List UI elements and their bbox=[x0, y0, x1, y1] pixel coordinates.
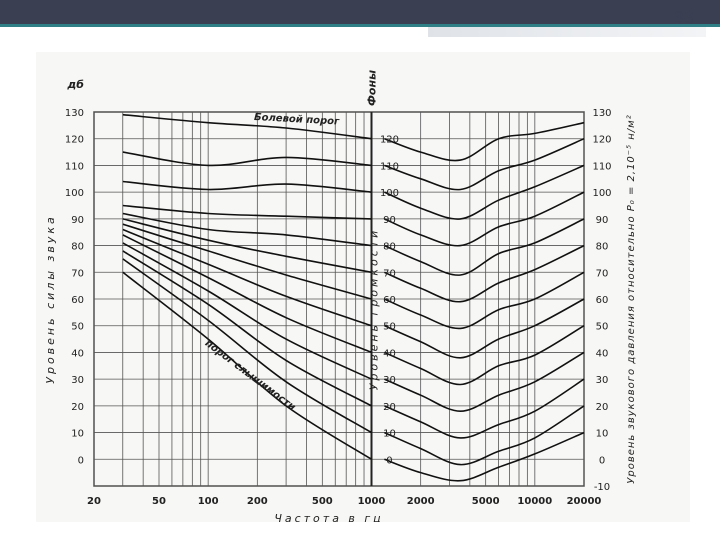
curves bbox=[122, 113, 585, 482]
y-left-tick-label: 0 bbox=[78, 455, 84, 466]
y-right-tick-label: 130 bbox=[592, 108, 611, 119]
y-right-tick-label: 40 bbox=[596, 348, 609, 359]
annotation-hearing-threshold: порог слышимости bbox=[203, 338, 298, 413]
x-tick-label: 20000 bbox=[567, 496, 602, 507]
y-right-tick-label: 20 bbox=[596, 402, 609, 413]
series-line-right-0 bbox=[384, 431, 585, 482]
y-right-tick-label: 110 bbox=[592, 161, 611, 172]
y-right-tick-label: 120 bbox=[592, 135, 611, 146]
series-line-left-4 bbox=[122, 212, 372, 247]
y-middle-tick-label: 50 bbox=[383, 322, 396, 333]
chart-scan-area: 20 50 100 200 500 1000 2000 5000 10000 20000 0 10 20… bbox=[36, 52, 690, 525]
y-middle-tick-label: 80 bbox=[383, 242, 396, 253]
y-right-tick-label: 0 bbox=[599, 455, 605, 466]
series-line-left-10 bbox=[122, 250, 372, 407]
y-middle-tick-label: 0 bbox=[386, 455, 392, 466]
y-right-axis-label: Уровень звукового давления относительно … bbox=[626, 114, 637, 483]
y-middle-tick-label: 60 bbox=[383, 295, 396, 306]
y-left-tick-label: 90 bbox=[71, 215, 84, 226]
x-tick-label: 50 bbox=[152, 496, 166, 507]
y-left-tick-label: 40 bbox=[71, 348, 84, 359]
series-line-right-10 bbox=[384, 405, 585, 466]
y-left-axis-label: Уровень силы звука bbox=[44, 214, 57, 383]
series-line-left-5 bbox=[122, 218, 372, 274]
series-line-right-100 bbox=[384, 164, 585, 220]
y-left-tick-label: 130 bbox=[65, 108, 84, 119]
y-middle-tick-label: 20 bbox=[383, 402, 396, 413]
y-right-tick-label: 80 bbox=[596, 242, 609, 253]
grid bbox=[93, 111, 585, 487]
series-line-left-7 bbox=[122, 228, 372, 327]
y-left-tick-label: 120 bbox=[65, 135, 84, 146]
series-line-left-2 bbox=[122, 180, 372, 193]
y-middle-tick-label: 70 bbox=[383, 268, 396, 279]
y-middle-tick-label: 120 bbox=[380, 135, 399, 146]
slide-accent-bar bbox=[428, 27, 706, 37]
y-middle-axis-label: Уровень громкости bbox=[367, 228, 380, 391]
x-tick-label: 20 bbox=[87, 496, 101, 507]
y-left-unit: дб bbox=[66, 78, 84, 91]
x-tick-label: 2000 bbox=[407, 496, 435, 507]
y-left-tick-label: 80 bbox=[71, 242, 84, 253]
series-line-left-9 bbox=[122, 242, 372, 380]
series-line-right-50 bbox=[384, 298, 585, 359]
y-right-tick-label: 70 bbox=[596, 268, 609, 279]
series-line-left-6 bbox=[122, 223, 372, 300]
series-line-left-1 bbox=[122, 151, 372, 167]
y-left-tick-label: 110 bbox=[65, 161, 84, 172]
x-tick-label: 10000 bbox=[517, 496, 552, 507]
y-right-tick-label: 90 bbox=[596, 215, 609, 226]
y-left-tick-label: 70 bbox=[71, 268, 84, 279]
series-line-left-3 bbox=[122, 204, 372, 220]
y-left-tick-label: 10 bbox=[71, 429, 84, 440]
x-tick-label: 1000 bbox=[358, 496, 386, 507]
axis-labels: Частота в гц Уровень силы звука дб Уровень … bbox=[44, 70, 637, 525]
tick-labels: 20 50 100 200 500 1000 2000 5000 10000 2000001020… bbox=[65, 108, 612, 507]
y-middle-tick-label: 110 bbox=[380, 161, 399, 172]
series-line-right-110 bbox=[384, 137, 585, 191]
y-middle-unit: Фоны bbox=[365, 70, 378, 106]
y-right-tick-label: 30 bbox=[596, 375, 609, 386]
series-line-left-12 bbox=[122, 271, 372, 460]
y-middle-tick-label: 10 bbox=[383, 429, 396, 440]
series-line-left-8 bbox=[122, 234, 372, 354]
annotation-pain-threshold: Болевой порог bbox=[254, 112, 341, 127]
slide-header-rule bbox=[0, 24, 720, 27]
y-left-tick-label: 50 bbox=[71, 322, 84, 333]
x-tick-label: 5000 bbox=[472, 496, 500, 507]
x-tick-label: 100 bbox=[198, 496, 219, 507]
series-line-right-120 bbox=[384, 121, 585, 162]
y-left-tick-label: 20 bbox=[71, 402, 84, 413]
y-left-tick-label: 60 bbox=[71, 295, 84, 306]
y-right-tick-label: 60 bbox=[596, 295, 609, 306]
x-axis-label: Частота в гц bbox=[274, 512, 383, 522]
y-left-tick-label: 30 bbox=[71, 375, 84, 386]
y-left-tick-label: 100 bbox=[65, 188, 84, 199]
series-line-right-30 bbox=[384, 351, 585, 413]
series-line-right-40 bbox=[384, 325, 585, 386]
series-line-left-11 bbox=[122, 258, 372, 434]
series-line-right-20 bbox=[384, 378, 585, 439]
y-middle-tick-label: 30 bbox=[383, 375, 396, 386]
series-line-right-90 bbox=[384, 191, 585, 247]
x-tick-label: 200 bbox=[247, 496, 268, 507]
y-right-tick-label: -10 bbox=[594, 482, 610, 493]
y-right-tick-label: 50 bbox=[596, 322, 609, 333]
y-middle-tick-label: 40 bbox=[383, 348, 396, 359]
y-right-tick-label: 100 bbox=[592, 188, 611, 199]
y-middle-tick-label: 90 bbox=[383, 215, 396, 226]
series-line-right-70 bbox=[384, 244, 585, 303]
y-middle-tick-label: 100 bbox=[380, 188, 399, 199]
series-line-right-80 bbox=[384, 218, 585, 276]
series-line-left-0 bbox=[122, 113, 372, 140]
slide-number: 33 bbox=[673, 8, 694, 27]
series-line-right-60 bbox=[384, 271, 585, 330]
slide-header-band bbox=[0, 0, 720, 24]
x-tick-label: 500 bbox=[312, 496, 333, 507]
y-right-tick-label: 10 bbox=[596, 429, 609, 440]
equal-loudness-chart: 20 50 100 200 500 1000 2000 5000 10000 2000001020… bbox=[44, 70, 637, 525]
